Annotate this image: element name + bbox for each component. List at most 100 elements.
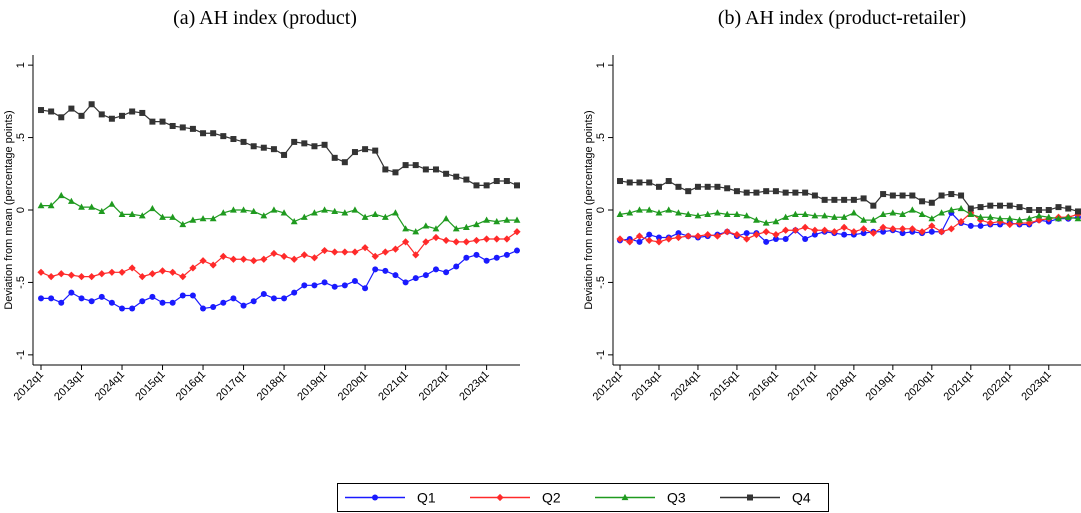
marker <box>88 203 96 210</box>
marker <box>473 182 480 189</box>
legend-label: Q3 <box>667 490 686 506</box>
marker <box>483 257 490 264</box>
marker <box>899 210 906 217</box>
marker <box>291 138 298 145</box>
marker <box>381 248 389 256</box>
marker <box>412 162 419 169</box>
marker <box>889 192 896 199</box>
marker <box>743 230 750 237</box>
legend-marker <box>747 494 753 501</box>
marker <box>967 222 974 229</box>
marker <box>199 215 207 222</box>
marker <box>841 231 848 238</box>
marker <box>37 202 45 209</box>
marker <box>57 270 65 278</box>
marker <box>270 146 277 153</box>
marker <box>850 209 858 216</box>
marker <box>1006 215 1014 222</box>
marker <box>928 215 936 222</box>
marker <box>260 291 267 298</box>
marker <box>98 111 105 118</box>
marker <box>179 273 187 281</box>
marker <box>179 292 186 299</box>
marker <box>714 183 721 190</box>
marker <box>68 105 75 112</box>
marker <box>617 178 623 185</box>
marker <box>270 249 278 258</box>
marker <box>645 236 653 245</box>
y-tick-label: .5 <box>595 133 607 142</box>
marker <box>996 215 1004 222</box>
marker <box>372 266 379 273</box>
marker <box>311 209 318 216</box>
marker <box>723 210 731 217</box>
marker <box>351 277 358 284</box>
y-axis-label: Deviation from mean (percentage points) <box>583 110 595 309</box>
marker <box>88 273 96 281</box>
marker <box>169 213 177 220</box>
marker <box>898 225 907 233</box>
marker <box>341 248 349 256</box>
marker <box>928 228 935 235</box>
marker <box>635 232 644 240</box>
marker <box>230 136 237 143</box>
marker <box>108 200 116 207</box>
marker <box>260 212 268 219</box>
marker <box>762 228 770 236</box>
legend-label: Q2 <box>542 490 561 506</box>
marker <box>821 196 828 203</box>
marker <box>870 202 877 209</box>
y-axis-label: Deviation from mean (percentage points) <box>3 110 15 309</box>
marker <box>47 202 55 209</box>
marker <box>200 130 207 137</box>
marker <box>78 112 85 119</box>
marker <box>422 222 430 229</box>
marker <box>331 207 339 215</box>
marker <box>362 285 369 292</box>
marker <box>782 226 790 234</box>
marker <box>1055 204 1062 211</box>
marker <box>626 179 633 186</box>
marker <box>675 209 682 216</box>
marker <box>830 213 838 220</box>
y-tick-label: 0 <box>595 207 607 213</box>
marker <box>98 207 106 215</box>
marker <box>280 252 288 260</box>
marker <box>78 295 85 302</box>
marker <box>98 270 106 278</box>
marker <box>860 225 868 233</box>
marker <box>1016 216 1023 223</box>
marker <box>1025 219 1033 227</box>
marker <box>879 223 887 231</box>
marker <box>646 179 653 186</box>
marker <box>321 141 328 148</box>
marker <box>452 225 460 232</box>
marker <box>210 130 217 137</box>
marker <box>462 238 470 246</box>
marker <box>301 282 308 289</box>
marker <box>250 143 257 150</box>
marker <box>1016 204 1023 211</box>
marker <box>889 225 897 233</box>
marker <box>371 210 379 217</box>
y-tick-label: -1 <box>15 350 27 360</box>
marker <box>341 282 348 289</box>
marker <box>483 216 491 223</box>
marker <box>626 238 634 246</box>
marker <box>636 179 643 186</box>
marker <box>831 196 838 203</box>
marker <box>149 204 156 212</box>
marker <box>402 225 409 232</box>
marker <box>655 183 662 190</box>
marker <box>401 238 410 246</box>
marker <box>791 226 800 234</box>
marker <box>220 133 227 140</box>
marker <box>119 112 126 119</box>
y-tick-label: -.5 <box>595 276 607 289</box>
marker <box>148 270 157 278</box>
marker <box>694 212 702 219</box>
marker <box>58 114 65 121</box>
marker <box>986 219 994 227</box>
marker <box>67 197 75 204</box>
marker <box>928 199 935 206</box>
